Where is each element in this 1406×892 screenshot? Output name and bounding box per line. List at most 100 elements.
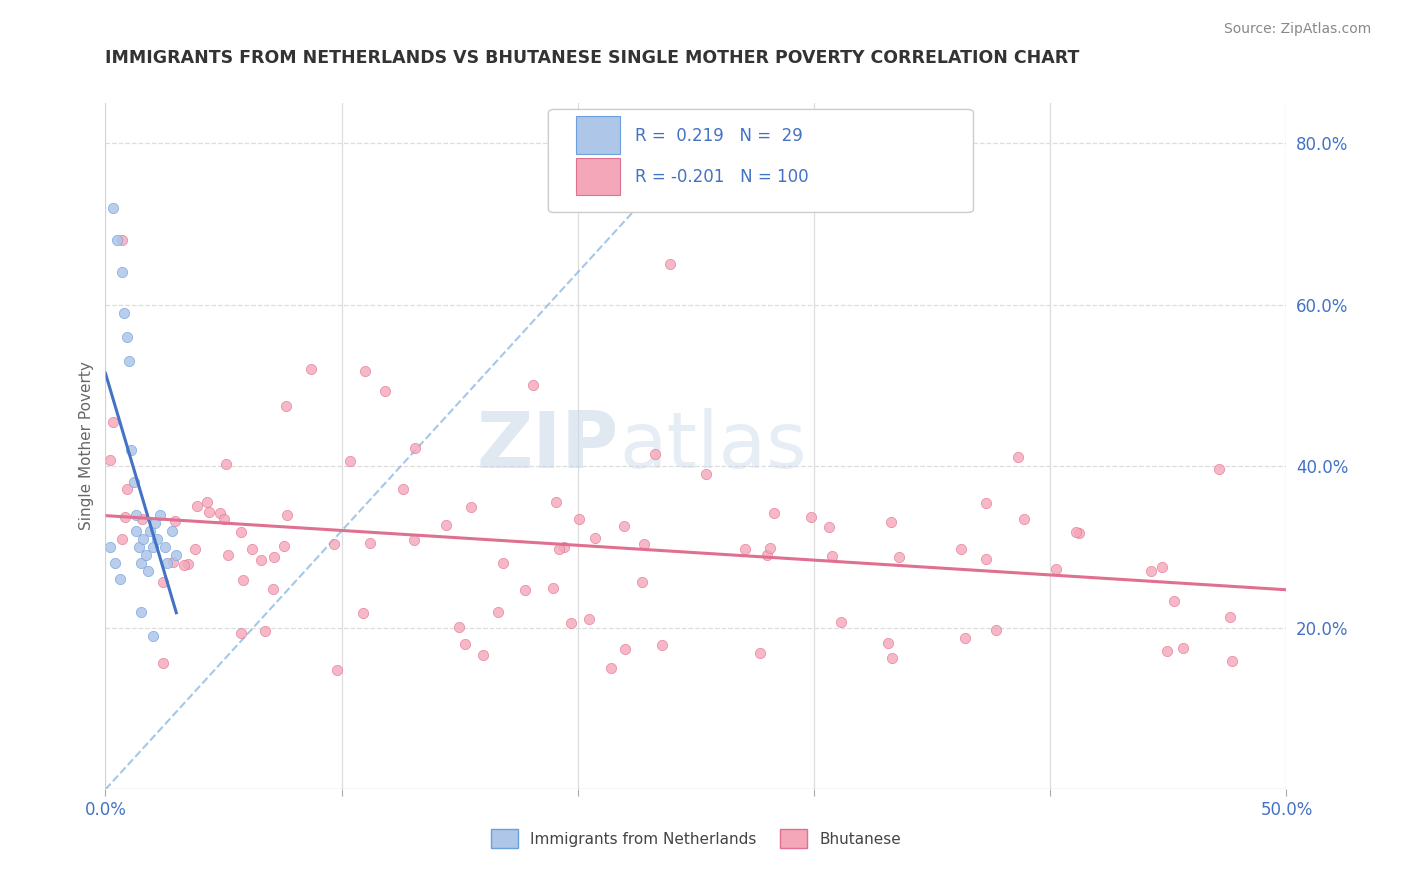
Point <box>208 506 231 520</box>
Point <box>114 510 136 524</box>
Point <box>108 572 131 586</box>
Point <box>1007 450 1029 464</box>
Point <box>129 605 152 619</box>
Point <box>1012 512 1035 526</box>
Point <box>184 542 207 557</box>
Point <box>876 636 898 650</box>
Point <box>434 518 457 533</box>
Point <box>165 514 187 528</box>
Point <box>173 558 195 572</box>
Point <box>162 555 184 569</box>
Point <box>101 415 124 429</box>
Point <box>953 631 976 645</box>
Point <box>541 581 564 595</box>
Text: IMMIGRANTS FROM NETHERLANDS VS BHUTANESE SINGLE MOTHER POVERTY CORRELATION CHART: IMMIGRANTS FROM NETHERLANDS VS BHUTANESE… <box>105 49 1080 67</box>
Point <box>240 541 263 556</box>
Point <box>98 540 121 554</box>
Y-axis label: Single Mother Poverty: Single Mother Poverty <box>79 361 94 531</box>
Point <box>1156 644 1178 658</box>
Point <box>122 475 145 490</box>
Point <box>195 495 218 509</box>
Point <box>695 467 717 481</box>
Point <box>176 557 198 571</box>
Point <box>231 625 253 640</box>
Point <box>560 615 582 630</box>
Point <box>212 512 235 526</box>
Point <box>486 605 509 619</box>
Point <box>600 661 623 675</box>
Point <box>262 582 284 597</box>
Point <box>1222 654 1244 668</box>
Point <box>818 520 841 534</box>
FancyBboxPatch shape <box>548 110 973 212</box>
Point <box>118 354 141 368</box>
Point <box>1171 641 1194 656</box>
Point <box>749 646 772 660</box>
Point <box>402 533 425 547</box>
Point <box>976 496 998 510</box>
Text: R =  0.219   N =  29: R = 0.219 N = 29 <box>634 127 803 145</box>
Point <box>974 552 997 566</box>
Legend: Immigrants from Netherlands, Bhutanese: Immigrants from Netherlands, Bhutanese <box>485 823 907 854</box>
Point <box>115 330 138 344</box>
Text: R = -0.201   N = 100: R = -0.201 N = 100 <box>634 168 808 186</box>
Point <box>160 524 183 538</box>
Point <box>105 233 128 247</box>
Point <box>762 506 785 520</box>
Point <box>339 454 361 468</box>
Point <box>360 536 382 550</box>
FancyBboxPatch shape <box>575 158 620 195</box>
Point <box>152 575 174 590</box>
Point <box>568 512 591 526</box>
Point <box>128 540 150 554</box>
Point <box>135 548 157 562</box>
Point <box>139 524 162 538</box>
Point <box>165 548 187 562</box>
Point <box>1150 559 1173 574</box>
Point <box>132 532 155 546</box>
Point <box>578 612 600 626</box>
Point <box>131 512 153 526</box>
Point <box>613 518 636 533</box>
Point <box>548 542 571 557</box>
Point <box>111 532 134 546</box>
Point <box>460 500 482 515</box>
Point <box>323 536 346 550</box>
Point <box>104 556 127 570</box>
Point <box>353 364 375 378</box>
Point <box>152 657 174 671</box>
Point <box>299 362 322 376</box>
Point <box>1219 609 1241 624</box>
Point <box>125 508 148 522</box>
Point <box>143 516 166 530</box>
Point <box>391 482 413 496</box>
Point <box>263 549 285 564</box>
Point <box>759 541 782 555</box>
Point <box>231 524 253 539</box>
Point <box>651 639 673 653</box>
Point <box>129 556 152 570</box>
Point <box>880 516 903 530</box>
Point <box>142 629 165 643</box>
Point <box>232 574 254 588</box>
Point <box>153 540 176 554</box>
Point <box>276 508 298 522</box>
Point <box>800 510 823 524</box>
Point <box>546 495 568 509</box>
Point <box>734 542 756 557</box>
Text: Source: ZipAtlas.com: Source: ZipAtlas.com <box>1223 22 1371 37</box>
Point <box>217 548 239 562</box>
Point <box>111 233 134 247</box>
Point <box>613 642 636 657</box>
Point <box>136 564 159 578</box>
Point <box>644 447 666 461</box>
FancyBboxPatch shape <box>575 116 620 154</box>
Point <box>274 399 297 413</box>
Point <box>1067 525 1090 540</box>
Point <box>471 648 494 662</box>
Point <box>820 549 842 564</box>
Point <box>101 201 124 215</box>
Text: ZIP: ZIP <box>477 408 619 484</box>
Point <box>98 453 121 467</box>
Point <box>882 651 904 665</box>
